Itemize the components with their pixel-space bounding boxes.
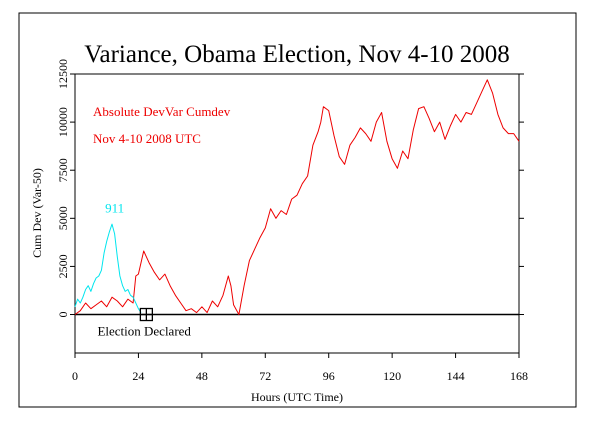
series-line-911: [74, 223, 142, 313]
plot-area: 0 2500 5000 7500 10000 12500 0 24 48 72 96 120 144 1…: [56, 59, 528, 383]
x-tick-label: 96: [323, 369, 335, 383]
legend-entry-main-series: Absolute DevVar Cumdev: [93, 104, 231, 119]
annotation-911: 911: [105, 201, 124, 216]
annotation-election-declared: Election Declared: [97, 324, 191, 339]
series-line-cumdev: [74, 79, 520, 315]
outer-frame: [18, 12, 577, 408]
plot-frame: [74, 73, 520, 354]
x-tick-label: 48: [196, 369, 208, 383]
x-tick-label: 144: [447, 369, 465, 383]
y-tick-label: 7500: [56, 158, 70, 182]
y-tick-label: 10000: [56, 107, 70, 137]
y-tick-label: 2500: [56, 254, 70, 278]
series-group: [74, 79, 520, 315]
x-tick-label: 72: [259, 369, 271, 383]
x-tick-label: 168: [510, 369, 528, 383]
y-axis-label: Cum Dev (Var-50): [30, 168, 44, 258]
y-tick-label: 12500: [56, 59, 70, 89]
y-tick-label: 0: [56, 312, 70, 318]
y-axis: 0 2500 5000 7500 10000 12500: [56, 59, 524, 318]
x-tick-label: 0: [72, 369, 78, 383]
y-tick-label: 5000: [56, 206, 70, 230]
x-tick-label: 24: [132, 369, 144, 383]
x-axis-label: Hours (UTC Time): [251, 390, 343, 404]
legend-entry-date-range: Nov 4-10 2008 UTC: [93, 131, 201, 146]
x-tick-label: 120: [383, 369, 401, 383]
chart-title: Variance, Obama Election, Nov 4-10 2008: [84, 41, 510, 68]
x-axis: 0 24 48 72 96 120 144 168: [72, 353, 528, 383]
election-marker: [139, 307, 154, 322]
